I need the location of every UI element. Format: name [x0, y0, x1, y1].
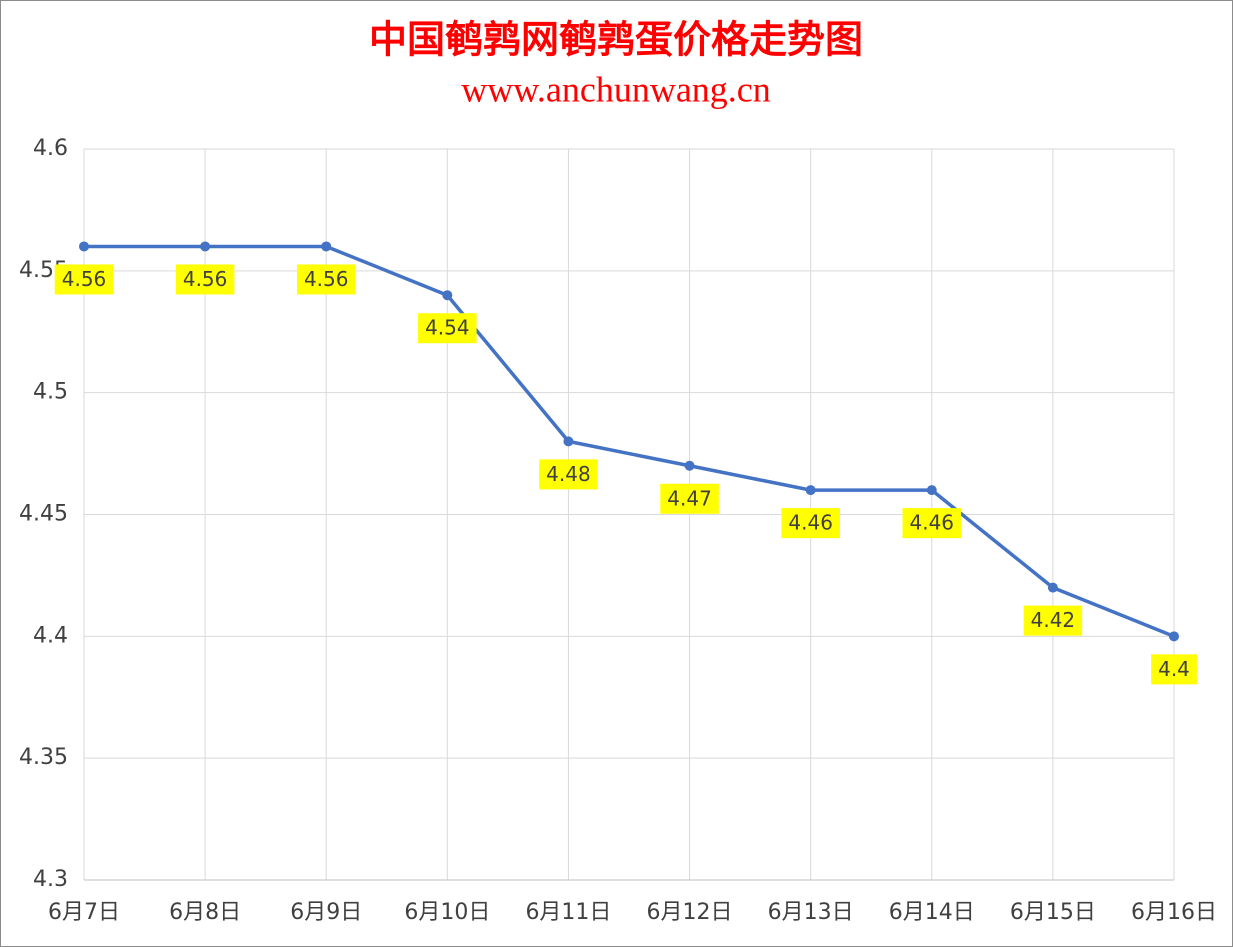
y-tick-label: 4.5 — [33, 380, 68, 405]
data-label: 4.56 — [62, 267, 107, 291]
data-label: 4.46 — [910, 511, 955, 535]
x-tick-label: 6月12日 — [647, 900, 733, 925]
data-label-bg — [902, 508, 962, 539]
data-label-bg — [781, 508, 840, 539]
x-tick-label: 6月11日 — [525, 900, 611, 925]
data-label: 4.56 — [183, 267, 228, 291]
point — [1169, 631, 1179, 642]
data-label-bg — [1151, 654, 1197, 685]
x-tick-label: 6月14日 — [889, 900, 975, 925]
data-label-bg — [1023, 605, 1083, 636]
data-label-bg — [296, 264, 356, 295]
y-tick-label: 4.4 — [33, 623, 68, 648]
data-label-bg — [660, 483, 719, 514]
data-label: 4.54 — [425, 316, 470, 340]
y-tick-label: 4.35 — [19, 745, 68, 770]
x-tick-label: 6月16日 — [1131, 900, 1217, 925]
data-label: 4.42 — [1031, 608, 1076, 632]
x-tick-label: 6月9日 — [290, 900, 362, 925]
chart-title: 中国鹌鹑网鹌鹑蛋价格走势图 — [369, 20, 863, 62]
data-label: 4.56 — [304, 267, 349, 291]
x-tick-label: 6月7日 — [48, 900, 120, 925]
point — [926, 485, 937, 496]
data-label: 4.47 — [667, 486, 712, 510]
data-label-bg — [54, 264, 114, 295]
x-tick-label: 6月8日 — [169, 900, 241, 925]
point — [1047, 582, 1058, 593]
data-label: 4.4 — [1158, 657, 1190, 681]
point — [563, 436, 574, 447]
point — [79, 241, 89, 252]
point — [684, 460, 695, 471]
x-tick-label: 6月15日 — [1010, 900, 1096, 925]
data-label-bg — [418, 313, 477, 344]
point — [200, 241, 211, 252]
x-tick-label: 6月13日 — [768, 900, 854, 925]
y-tick-label: 4.45 — [19, 502, 68, 527]
line — [84, 244, 1175, 638]
point — [321, 241, 332, 252]
y-tick-label: 4.6 — [33, 136, 68, 161]
data-label-bg — [175, 264, 235, 295]
data-label: 4.46 — [788, 511, 833, 535]
point — [805, 485, 816, 496]
x-tick-label: 6月10日 — [404, 900, 490, 925]
y-tick-label: 4.3 — [33, 867, 68, 892]
data-label-bg — [539, 459, 598, 490]
chart-subtitle: www.anchunwang.cn — [461, 69, 771, 109]
data-label: 4.48 — [546, 462, 591, 486]
point — [442, 290, 453, 301]
